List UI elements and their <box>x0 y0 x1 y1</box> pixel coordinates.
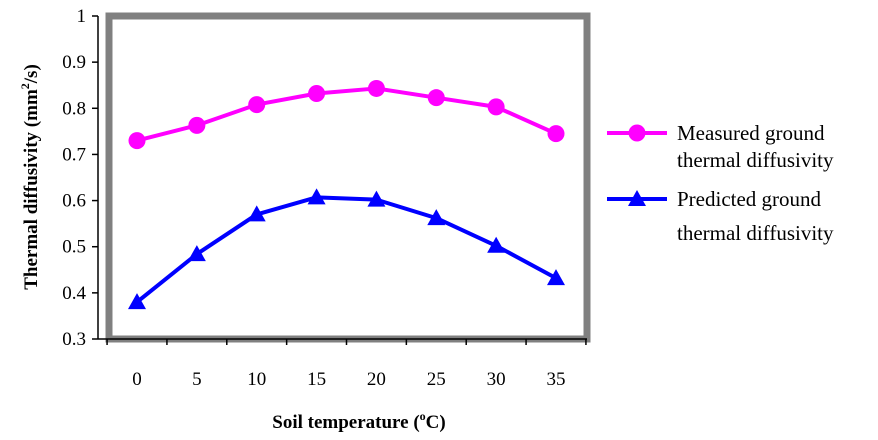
legend-swatch-circle-marker <box>628 124 646 142</box>
x-axis-ticks: 0 5 10 15 20 25 30 35 <box>106 339 587 390</box>
legend-label-predicted-line1: Predicted ground <box>677 187 822 211</box>
data-point <box>427 209 446 226</box>
data-point <box>128 293 146 310</box>
x-axis-title-unit: C) <box>426 412 446 433</box>
data-point <box>188 116 206 134</box>
x-tick-label: 0 <box>132 369 142 390</box>
legend-label-measured-line1: Measured ground <box>677 121 825 145</box>
legend-entry-predicted: Predicted ground thermal diffusivity <box>607 187 834 245</box>
series-line <box>135 195 557 304</box>
data-point <box>128 132 146 150</box>
y-tick-label: 0.6 <box>62 191 86 212</box>
x-tick-label: 30 <box>487 369 506 390</box>
y-tick-label: 0.7 <box>62 144 86 165</box>
y-axis-title-superscript: 2 <box>18 83 32 89</box>
series-1 <box>128 79 565 150</box>
x-tick-label: 35 <box>547 369 566 390</box>
data-point <box>547 125 565 143</box>
data-point <box>247 205 266 222</box>
data-point <box>307 188 326 205</box>
data-point <box>248 96 266 114</box>
data-point <box>487 236 506 253</box>
legend-label-measured-line2: thermal diffusivity <box>677 148 834 172</box>
y-axis-ticks: 0.3 0.4 0.5 0.6 0.7 0.8 0.9 1 <box>62 6 98 350</box>
data-point <box>367 79 385 97</box>
plot-area-border <box>105 12 591 343</box>
x-axis-title-main: Soil temperature ( <box>272 412 419 433</box>
x-axis-title: Soil temperature (oC) <box>272 409 445 433</box>
y-tick-label: 0.4 <box>62 283 86 304</box>
y-tick-label: 1 <box>77 6 87 27</box>
x-axis-title-degree: o <box>420 409 426 423</box>
legend-entry-measured: Measured ground thermal diffusivity <box>607 121 834 172</box>
data-point <box>367 190 386 207</box>
data-point <box>427 89 445 107</box>
y-tick-label: 0.8 <box>62 98 86 119</box>
legend: Measured ground thermal diffusivity Pred… <box>607 121 834 245</box>
series-2 <box>128 188 565 310</box>
y-tick-label: 0.3 <box>62 329 86 350</box>
y-tick-label: 0.9 <box>62 52 86 73</box>
legend-swatch-triangle-marker <box>628 190 646 206</box>
data-point <box>547 269 565 286</box>
legend-label-predicted-line2: thermal diffusivity <box>677 221 834 245</box>
x-tick-label: 25 <box>427 369 446 390</box>
x-tick-label: 5 <box>192 369 202 390</box>
series-layer <box>128 79 565 310</box>
y-axis-title-main: Thermal diffusivity (mm <box>21 89 42 290</box>
x-tick-label: 20 <box>367 369 386 390</box>
series-line <box>136 86 557 143</box>
x-tick-label: 10 <box>247 369 266 390</box>
y-axis-title-unit: /s) <box>21 64 42 84</box>
data-point <box>487 98 505 116</box>
y-axis-title: Thermal diffusivity (mm2/s) <box>18 64 42 290</box>
data-point <box>187 245 206 262</box>
x-tick-label: 15 <box>307 369 326 390</box>
data-point <box>308 85 326 103</box>
y-tick-label: 0.5 <box>62 237 86 258</box>
